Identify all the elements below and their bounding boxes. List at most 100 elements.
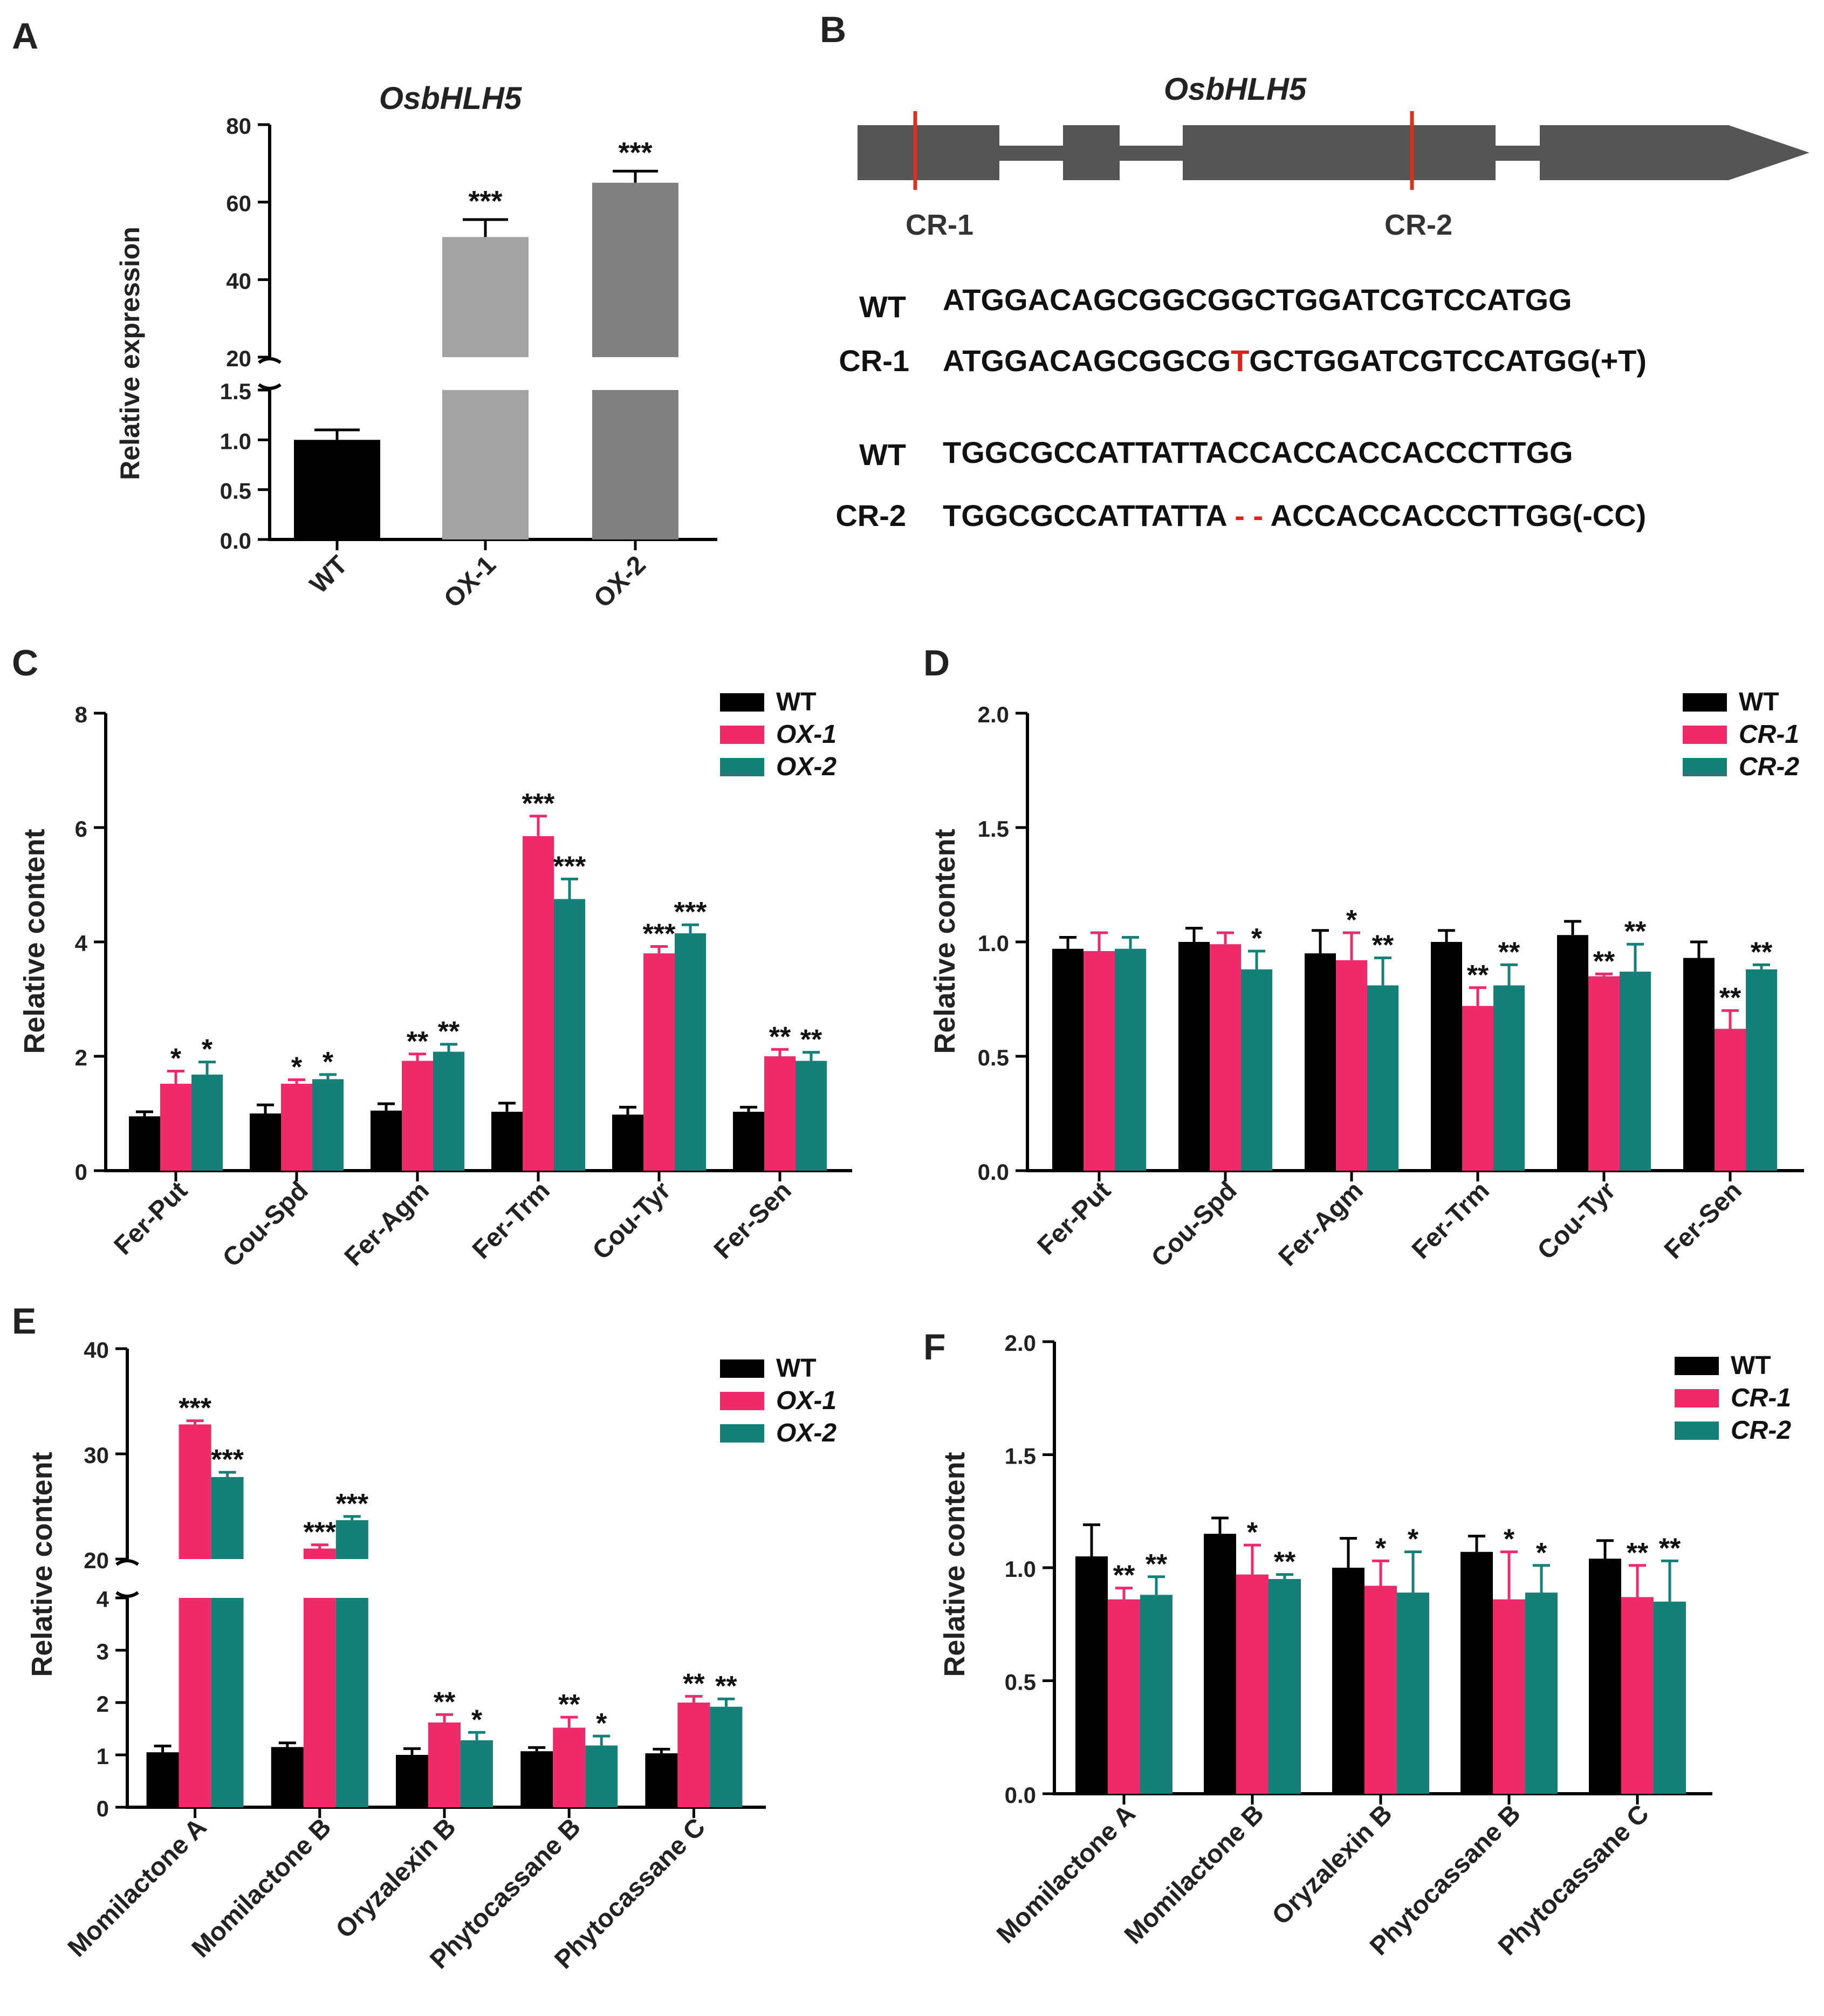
bar-ox-1-momilactone-a-lower [179,1598,211,1807]
significance-ox-2-cou-tyr: *** [674,897,707,928]
bar-cr-2-fer-put [1115,948,1146,1171]
x-category-label-cou-tyr: Cou-Tyr [1532,1176,1621,1265]
exon-2 [1063,125,1120,180]
y-axis-title: Relative content [938,1452,971,1677]
significance-ox-2-fer-sen: ** [800,1024,822,1056]
bar-cr-2-phytocassane-c [1654,1601,1686,1794]
x-category-label-fer-trm: Fer-Trm [1407,1176,1495,1265]
legend-swatch-ox-2 [720,758,764,776]
legend-swatch-ox-1 [720,726,764,744]
y-tick-label: 4 [97,1587,109,1612]
bar-ox-2-momilactone-a-lower [211,1598,244,1807]
legend-label-cr-2: CR-2 [1731,1416,1791,1445]
significance-cr-2-oryzalexin-b: * [1408,1524,1419,1555]
legend-swatch-wt [720,1359,764,1378]
legend-swatch-ox-1 [720,1392,764,1410]
significance-cr-1-oryzalexin-b: * [1375,1533,1387,1564]
intron-1 [999,146,1063,161]
bar-cr-1-fer-put [1084,951,1115,1171]
seq-wt-2: TGGCGCCATTATTACCACCACCACCCTTGG [943,435,1573,469]
bar-ox-2-oryzalexin-b [461,1740,493,1807]
significance-cr-2-cou-spd: * [1251,923,1263,954]
x-category-label-momilactone-b: Momilactone B [1119,1799,1270,1950]
bar-wt-phytocassane-b [1460,1552,1493,1794]
significance-cr-2-momilactone-b: ** [1274,1547,1296,1578]
bar-ox-2-fer-trm [554,899,585,1171]
seq-cr2: TGGCGCCATTATTA - - ACCACCACCCTTGG(-CC) [943,498,1646,532]
y-axis-title: Relative content [26,1452,58,1677]
significance-ox-1-fer-agm: ** [407,1026,429,1057]
chart-title: OsbHLH5 [379,81,522,116]
legend-swatch-cr-1 [1683,726,1727,744]
bar-ox-2-momilactone-b-upper [335,1520,368,1559]
bar-ox-1-momilactone-b-lower [303,1598,336,1807]
bar-cr-1-fer-agm [1336,960,1367,1171]
bar-wt-cou-tyr [612,1115,643,1171]
y-tick-label: 40 [226,268,251,293]
bar-ox-1-upper [442,237,529,357]
bar-ox-1-oryzalexin-b [428,1722,461,1807]
y-tick-label: 0.0 [1005,1782,1036,1808]
legend-label-wt: WT [776,688,817,716]
y-tick-label: 1.0 [978,931,1009,956]
y-tick-label: 20 [226,346,251,371]
significance-cr-2-momilactone-a: ** [1146,1549,1168,1580]
legend-label-wt: WT [1731,1351,1771,1380]
bar-ox-2-phytocassane-b [585,1745,618,1807]
bar-ox-1-fer-sen [764,1056,796,1171]
y-tick-label: 1.0 [220,428,251,454]
cr1-mutation: T [1231,344,1249,378]
y-tick-label: 30 [84,1443,109,1468]
bar-ox-1-lower [442,390,529,539]
axis-break-mark-upper [258,357,282,364]
bar-wt-momilactone-b [271,1747,304,1807]
legend-label-wt: WT [1739,688,1779,716]
x-category-label-ox-1: OX-1 [438,550,502,613]
bar-ox-1-phytocassane-b [553,1727,586,1807]
x-category-label-oryzalexin-b: Oryzalexin B [331,1813,462,1944]
chart-a-expression: 0.0 0.5 1.0 1.5 20 40 60 80 Relative expression *… [115,81,717,613]
panel-label-b: B [820,9,846,50]
bar-wt-cou-tyr [1557,935,1588,1171]
bar-ox-2-cou-spd [312,1079,344,1171]
legend-label-ox-2: OX-2 [776,1419,836,1447]
significance-ox-2-phytocassane-b: * [596,1708,607,1739]
significance-ox-2-fer-put: * [202,1034,213,1065]
significance-cr-2-phytocassane-c: ** [1659,1533,1681,1564]
y-tick-label: 0 [97,1796,109,1821]
bar-ox-1-fer-trm [523,836,554,1171]
legend-label-wt: WT [776,1354,817,1383]
bar-cr-1-momilactone-b [1236,1574,1268,1794]
y-tick-label: 1.5 [978,816,1009,842]
panel-label-a: A [12,16,38,57]
significance-ox-1: *** [468,185,502,217]
bar-wt-cou-spd [1178,942,1210,1171]
y-axis-title: Relative expression [115,227,145,480]
bar-wt-fer-trm [1431,942,1462,1171]
legend-label-ox-1: OX-1 [776,1386,836,1415]
legend-label-ox-1: OX-1 [776,720,836,749]
legend-swatch-ox-2 [720,1424,764,1443]
x-category-label-wt: WT [305,550,353,599]
legend-swatch-cr-2 [1675,1422,1719,1440]
y-tick-label: 2 [97,1691,109,1717]
y-tick-label: 20 [84,1548,109,1573]
bar-wt-phytocassane-b [520,1751,553,1807]
axis-break-mark-upper [115,1559,139,1566]
significance-cr-2-cou-tyr: ** [1624,916,1647,947]
significance-ox-2-oryzalexin-b: * [471,1704,483,1735]
bar-ox-1-momilactone-b-upper [303,1548,336,1559]
bar-cr-2-momilactone-b [1268,1578,1301,1794]
seq-label-cr1: CR-1 [839,344,909,378]
bar-wt-momilactone-a [1075,1556,1108,1794]
x-category-label-fer-trm: Fer-Trm [467,1176,556,1265]
bar-wt-fer-sen [733,1111,764,1171]
bar-cr-2-fer-trm [1493,985,1525,1171]
significance-ox-1-phytocassane-c: ** [683,1668,705,1699]
bar-cr-1-momilactone-a [1108,1599,1140,1794]
panel-label-f: F [923,1327,946,1368]
bar-ox-2-lower [592,390,678,539]
y-tick-label: 2 [75,1045,87,1070]
